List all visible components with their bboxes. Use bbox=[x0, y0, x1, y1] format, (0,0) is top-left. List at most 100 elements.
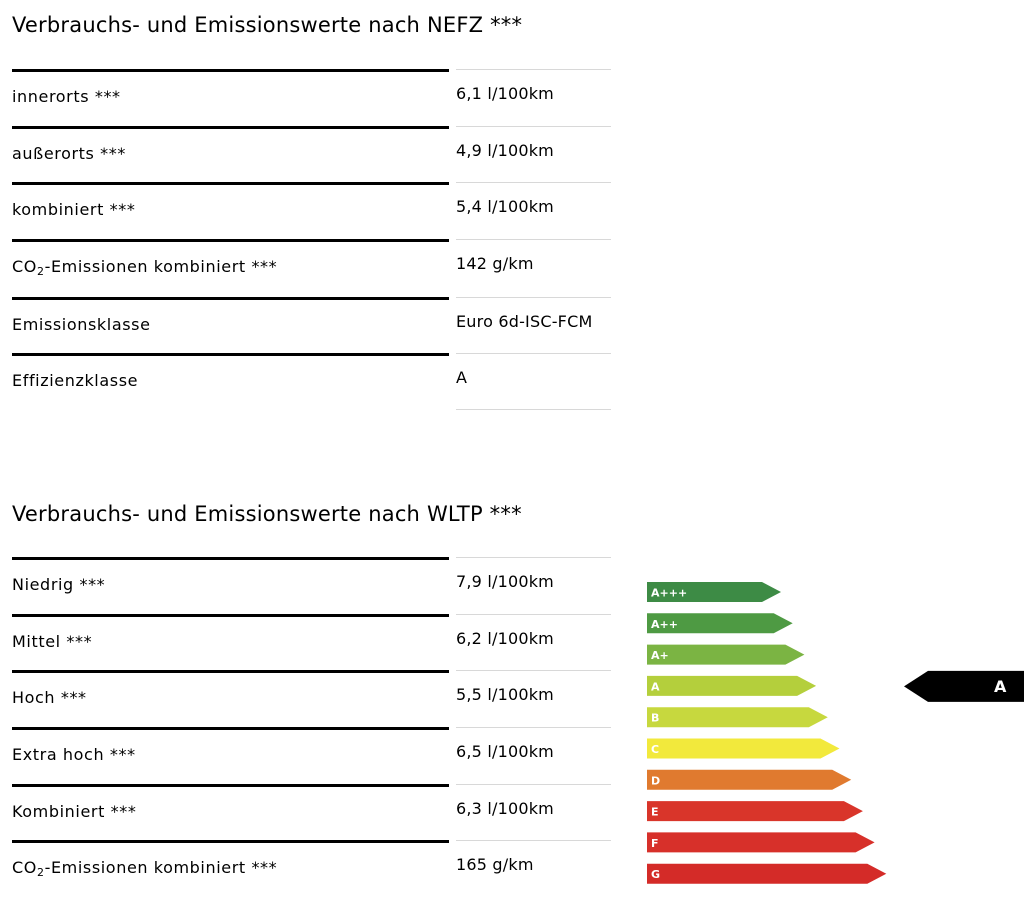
nefz-title: Verbrauchs- und Emissionswerte nach NEFZ… bbox=[12, 13, 523, 37]
efficiency-class-bar: B bbox=[647, 707, 828, 728]
selected-class-indicator: A bbox=[904, 670, 1024, 702]
efficiency-class-bar: F bbox=[647, 832, 875, 853]
row-label: kombiniert *** bbox=[12, 200, 136, 219]
row-divider bbox=[12, 670, 449, 673]
row-divider bbox=[12, 614, 449, 617]
efficiency-class-arrow bbox=[647, 613, 793, 634]
row-label: Effizienzklasse bbox=[12, 371, 139, 390]
row-divider bbox=[456, 727, 611, 728]
efficiency-class-arrow bbox=[647, 675, 817, 696]
row-divider bbox=[456, 239, 611, 240]
efficiency-class-arrow bbox=[647, 801, 863, 822]
efficiency-class-label: D bbox=[651, 774, 660, 787]
row-value: 6,1 l/100km bbox=[456, 84, 554, 103]
table-row: Kombiniert *** 6,3 l/100km bbox=[12, 784, 612, 841]
row-value: 165 g/km bbox=[456, 855, 534, 874]
selected-class-label: A bbox=[994, 677, 1007, 696]
row-value: 6,3 l/100km bbox=[456, 799, 554, 818]
efficiency-class-label: G bbox=[651, 868, 660, 881]
efficiency-class-label: A+ bbox=[651, 649, 669, 662]
co2-suffix: -Emissionen kombiniert *** bbox=[44, 858, 278, 877]
efficiency-class-label: F bbox=[651, 837, 659, 850]
row-divider bbox=[456, 670, 611, 671]
row-label: CO2-Emissionen kombiniert *** bbox=[12, 257, 278, 278]
row-label: Kombiniert *** bbox=[12, 802, 137, 821]
efficiency-class-bar: A+ bbox=[647, 644, 805, 665]
row-divider bbox=[456, 557, 611, 558]
row-label: CO2-Emissionen kombiniert *** bbox=[12, 858, 278, 879]
row-divider bbox=[12, 557, 449, 560]
row-divider bbox=[456, 784, 611, 785]
row-divider bbox=[456, 182, 611, 183]
table-row: Effizienzklasse A bbox=[12, 353, 612, 410]
row-label: Emissionsklasse bbox=[12, 315, 151, 334]
efficiency-class-arrow bbox=[647, 738, 840, 759]
table-row: außerorts *** 4,9 l/100km bbox=[12, 126, 612, 183]
table-row: innerorts *** 6,1 l/100km bbox=[12, 69, 612, 126]
row-divider bbox=[456, 69, 611, 70]
row-divider bbox=[456, 409, 611, 410]
row-label: Hoch *** bbox=[12, 688, 87, 707]
efficiency-class-arrow bbox=[647, 769, 852, 790]
efficiency-class-label: A++ bbox=[651, 618, 678, 631]
row-label: Mittel *** bbox=[12, 632, 93, 651]
table-row: Emissionsklasse Euro 6d-ISC-FCM bbox=[12, 297, 612, 354]
row-divider bbox=[456, 353, 611, 354]
row-label: außerorts *** bbox=[12, 144, 126, 163]
row-divider bbox=[12, 840, 449, 843]
efficiency-class-bar: E bbox=[647, 801, 863, 822]
row-divider bbox=[12, 353, 449, 356]
efficiency-class-bar: G bbox=[647, 863, 887, 884]
row-divider bbox=[12, 69, 449, 72]
row-divider bbox=[12, 239, 449, 242]
row-divider bbox=[12, 182, 449, 185]
row-value: 5,4 l/100km bbox=[456, 197, 554, 216]
table-row: Niedrig *** 7,9 l/100km bbox=[12, 557, 612, 614]
row-label: Extra hoch *** bbox=[12, 745, 136, 764]
row-divider bbox=[456, 840, 611, 841]
efficiency-class-arrow bbox=[647, 707, 828, 728]
co2-subscript: 2 bbox=[36, 265, 45, 278]
efficiency-class-bar: D bbox=[647, 769, 852, 790]
efficiency-class-arrow bbox=[647, 863, 887, 884]
row-divider bbox=[12, 727, 449, 730]
row-divider bbox=[456, 297, 611, 298]
efficiency-class-label: A+++ bbox=[651, 587, 687, 600]
row-value: 5,5 l/100km bbox=[456, 685, 554, 704]
table-row: kombiniert *** 5,4 l/100km bbox=[12, 182, 612, 239]
row-divider bbox=[12, 784, 449, 787]
table-row: Mittel *** 6,2 l/100km bbox=[12, 614, 612, 671]
efficiency-class-label: A bbox=[651, 680, 660, 693]
co2-subscript: 2 bbox=[36, 866, 45, 879]
row-label: Niedrig *** bbox=[12, 575, 106, 594]
co2-prefix: CO bbox=[12, 858, 37, 877]
table-row: Extra hoch *** 6,5 l/100km bbox=[12, 727, 612, 784]
row-value: A bbox=[456, 368, 468, 387]
row-divider bbox=[456, 614, 611, 615]
co2-prefix: CO bbox=[12, 257, 37, 276]
efficiency-class-bar: A++ bbox=[647, 613, 793, 634]
row-divider bbox=[456, 126, 611, 127]
efficiency-class-bar: A+++ bbox=[647, 582, 781, 602]
row-divider bbox=[12, 297, 449, 300]
wltp-title: Verbrauchs- und Emissionswerte nach WLTP… bbox=[12, 502, 522, 526]
co2-suffix: -Emissionen kombiniert *** bbox=[44, 257, 278, 276]
row-value: 142 g/km bbox=[456, 254, 534, 273]
row-label: innerorts *** bbox=[12, 87, 121, 106]
row-value: 7,9 l/100km bbox=[456, 572, 554, 591]
row-value: Euro 6d-ISC-FCM bbox=[456, 312, 593, 331]
efficiency-class-bar: A bbox=[647, 675, 817, 696]
efficiency-class-label: B bbox=[651, 712, 659, 725]
table-row: CO2-Emissionen kombiniert *** 165 g/km bbox=[12, 840, 612, 897]
table-row: Hoch *** 5,5 l/100km bbox=[12, 670, 612, 727]
row-value: 6,5 l/100km bbox=[456, 742, 554, 761]
efficiency-class-label: C bbox=[651, 743, 659, 756]
row-value: 6,2 l/100km bbox=[456, 629, 554, 648]
efficiency-class-arrow bbox=[647, 644, 805, 665]
row-value: 4,9 l/100km bbox=[456, 141, 554, 160]
efficiency-class-arrow bbox=[647, 832, 875, 853]
selected-class-arrow bbox=[904, 670, 1024, 702]
efficiency-class-arrow bbox=[647, 582, 781, 602]
row-divider bbox=[12, 126, 449, 129]
